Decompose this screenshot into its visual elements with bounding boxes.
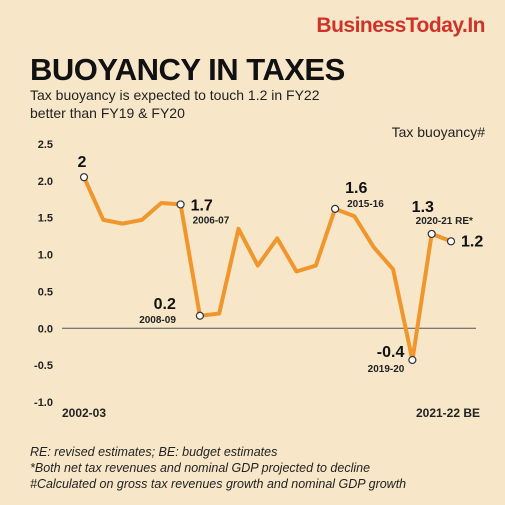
data-label-value: 0.2 (154, 296, 176, 313)
data-point-marker (176, 200, 185, 209)
footnote-decline: *Both net tax revenues and nominal GDP p… (30, 461, 371, 475)
y-tick-label: -1.0 (34, 397, 53, 409)
y-tick-label: 1.5 (38, 213, 53, 225)
data-label-value: 1.7 (191, 197, 213, 214)
chart-subtitle: Tax buoyancy is expected to touch 1.2 in… (30, 87, 320, 121)
y-tick-label: -0.5 (34, 360, 53, 372)
y-tick-label: 0.0 (38, 323, 53, 335)
data-label-value: 1.3 (412, 199, 434, 216)
data-label-value: 2 (78, 154, 87, 171)
brand-logo: BusinessToday.In (316, 14, 485, 37)
y-tick-label: 2.5 (38, 139, 53, 151)
data-label-value: -0.4 (377, 344, 405, 361)
data-label-year: 2006-07 (193, 215, 230, 226)
footnotes: RE: revised estimates; BE: budget estima… (30, 444, 406, 492)
y-tick-label: 2.0 (38, 176, 53, 188)
y-tick-label: 1.0 (38, 250, 53, 262)
footnote-estimates: RE: revised estimates; BE: budget estima… (30, 445, 278, 459)
data-label-year: 2019-20 (368, 364, 405, 375)
y-tick-label: 0.5 (38, 286, 53, 298)
y-axis-label: Tax buoyancy# (391, 124, 485, 140)
data-label-year: 2008-09 (139, 315, 176, 326)
data-label-year: 2015-16 (347, 199, 384, 210)
data-label-year: 2020-21 RE* (416, 216, 473, 227)
data-label-value: 1.6 (345, 180, 367, 197)
series-line (82, 175, 453, 362)
chart-title: BUOYANCY IN TAXES (30, 52, 345, 87)
data-point-marker (195, 311, 204, 320)
data-point-marker (331, 204, 340, 213)
x-tick-label-start: 2002-03 (62, 406, 106, 420)
data-point-marker (446, 237, 456, 246)
data-label-value: 1.2 (461, 233, 483, 250)
footnote-calculation: #Calculated on gross tax revenues growth… (30, 477, 407, 491)
data-point-marker (79, 173, 89, 182)
data-point-marker (427, 229, 436, 239)
data-point-marker (408, 355, 417, 365)
x-tick-label-end: 2021-22 BE (416, 406, 480, 420)
